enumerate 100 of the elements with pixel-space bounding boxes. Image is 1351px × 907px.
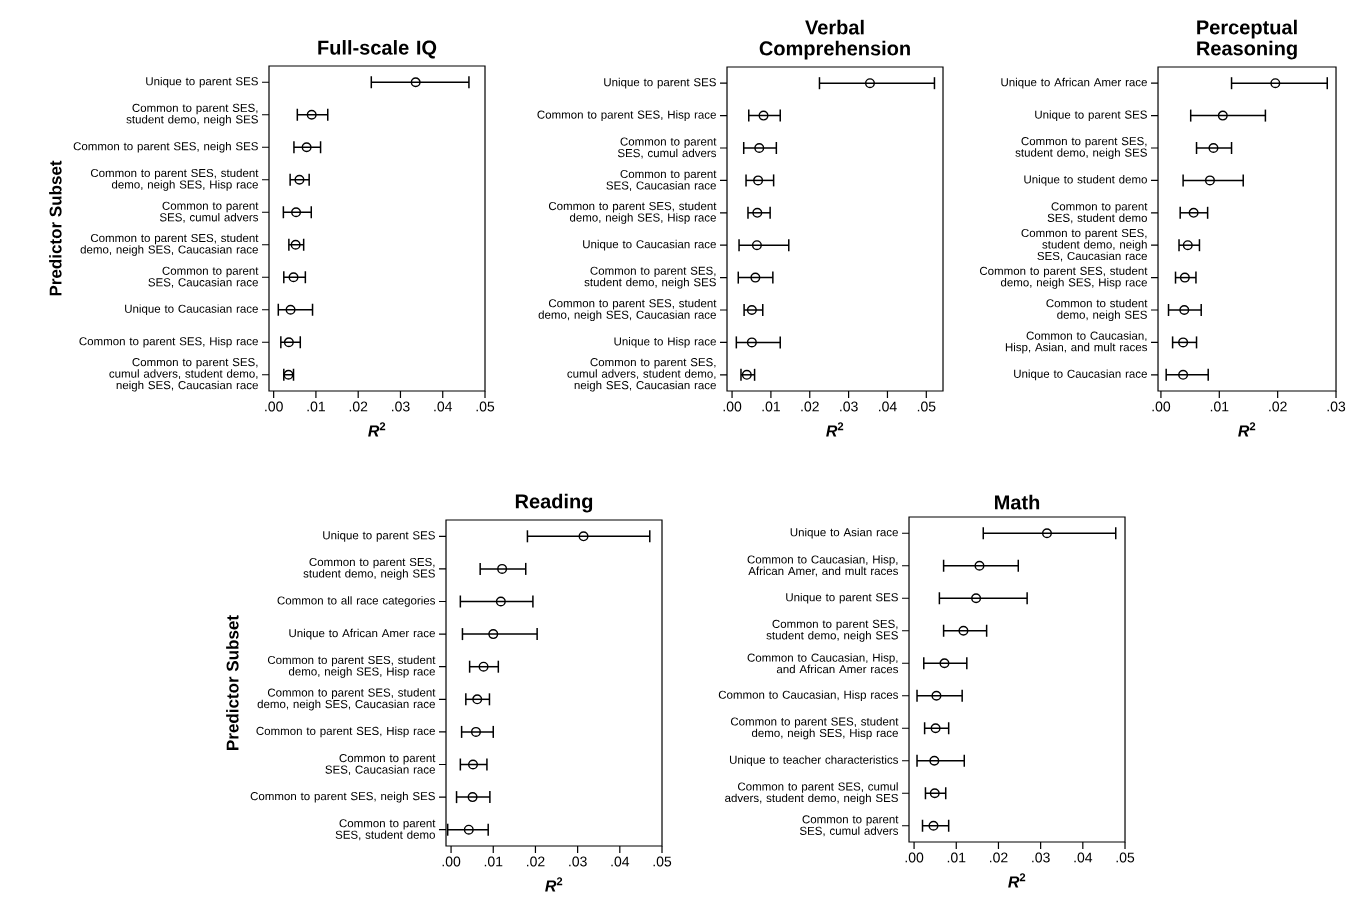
point bbox=[1188, 207, 1199, 218]
point bbox=[928, 820, 939, 831]
point bbox=[1270, 78, 1281, 89]
x-tick-label: .05 bbox=[917, 401, 936, 412]
y-tick-label: Common to parent SES, cumul advers bbox=[159, 201, 259, 223]
x-tick-label: .04 bbox=[434, 401, 453, 412]
chart-title: Reading bbox=[515, 493, 593, 513]
point bbox=[754, 143, 765, 153]
x-tick-label: .05 bbox=[476, 401, 495, 412]
y-tick-label: Common to Caucasian, Hisp races bbox=[718, 690, 899, 702]
y-tick-label: Common to Caucasian, Hisp, African Amer, and mult races bbox=[747, 555, 899, 577]
y-tick-label: Common to parent SES, Hisp race bbox=[256, 726, 435, 738]
x-tick-label: .00 bbox=[1152, 401, 1171, 412]
x-tick-label: .02 bbox=[990, 852, 1008, 863]
y-tick-label: Common to parent SES, cumul advers, student demo, neigh SES, Caucasian race bbox=[567, 358, 716, 392]
point bbox=[1182, 240, 1193, 251]
x-tick-label: .05 bbox=[653, 856, 672, 867]
x-axis-title: R$^{2}$ bbox=[1008, 873, 1026, 888]
x-tick-label: .02 bbox=[1269, 401, 1287, 412]
y-tick-label: Common to parent SES, student demo, neigh SES bbox=[766, 619, 898, 642]
x-axis-title: R$^{2}$ bbox=[1238, 422, 1256, 437]
y-tick-label: Unique to African Amer race bbox=[289, 628, 435, 640]
x-tick-label: .02 bbox=[801, 401, 819, 412]
y-tick-label: Common to parent SES, neigh SES bbox=[250, 791, 435, 803]
point bbox=[746, 305, 757, 315]
x-tick-label: .00 bbox=[442, 856, 461, 867]
point bbox=[750, 272, 761, 283]
x-axis-title: R$^{2}$ bbox=[368, 422, 386, 437]
x-axis-title: R$^{2}$ bbox=[545, 877, 563, 892]
point bbox=[291, 207, 302, 218]
y-tick-label: Unique to parent SES bbox=[786, 592, 898, 604]
x-tick-label: .04 bbox=[611, 856, 630, 867]
point bbox=[753, 175, 764, 186]
x-tick-label: .01 bbox=[947, 852, 966, 863]
y-tick-label: Unique to Hisp race bbox=[614, 337, 716, 348]
y-tick-label: Common to parent SES, Hisp race bbox=[537, 110, 716, 121]
point bbox=[410, 77, 421, 88]
y-tick-label: Unique to parent SES bbox=[1035, 110, 1147, 121]
x-axis-title: R$^{2}$ bbox=[826, 422, 844, 437]
point bbox=[1179, 305, 1190, 315]
point bbox=[929, 755, 940, 766]
x-tick-label: .01 bbox=[307, 401, 325, 412]
x-tick-label: .00 bbox=[265, 401, 283, 412]
point bbox=[283, 337, 294, 348]
point bbox=[758, 110, 769, 121]
y-tick-label: Common to parent SES, student demo, neigh SES bbox=[126, 103, 258, 126]
point bbox=[958, 625, 969, 636]
y-tick-label: Common to student demo, neigh SES bbox=[1046, 298, 1148, 322]
y-tick-label: Common to parent SES, student demo, neigh SES bbox=[303, 557, 435, 580]
y-tick-label: Common to parent SES, student demo bbox=[335, 819, 436, 841]
chart-title: Perceptual Reasoning bbox=[1197, 19, 1297, 60]
point bbox=[1217, 110, 1228, 121]
chart-title: Math bbox=[995, 494, 1040, 510]
y-tick-label: Unique to parent SES bbox=[323, 530, 435, 542]
point bbox=[930, 723, 941, 734]
y-tick-label: Common to Caucasian, Hisp, and African Amer races bbox=[747, 653, 899, 674]
y-tick-label: Common to parent SES, student demo, neigh SES bbox=[584, 266, 716, 289]
y-tick-label: Unique to Caucasian race bbox=[1014, 369, 1147, 381]
point bbox=[1179, 272, 1190, 283]
y-tick-label: Common to parent SES, student demo, neigh SES, Caucasian race bbox=[80, 233, 259, 256]
point bbox=[468, 759, 478, 770]
point bbox=[746, 337, 757, 348]
point bbox=[929, 788, 940, 799]
x-tick-label: .02 bbox=[349, 401, 368, 412]
y-tick-label: Common to parent SES, student demo, neigh SES, Caucasian race bbox=[1021, 228, 1147, 262]
chart-title: Verbal Comprehension bbox=[759, 19, 910, 60]
y-tick-label: Common to parent SES, student demo, neigh SES, Hisp race bbox=[267, 655, 436, 678]
y-tick-label: Common to parent SES, student demo, neigh SES, Hisp race bbox=[548, 201, 717, 224]
y-tick-label: Common to parent SES, student demo, neigh SES, Hisp race bbox=[730, 717, 899, 740]
point bbox=[1204, 175, 1215, 186]
x-tick-label: .04 bbox=[879, 401, 897, 412]
point bbox=[463, 824, 474, 835]
x-tick-label: .03 bbox=[1327, 401, 1346, 412]
point bbox=[472, 694, 483, 705]
chart-title: Full-scale IQ bbox=[318, 40, 437, 59]
y-tick-label: Common to all race categories bbox=[277, 596, 436, 607]
y-axis-title: Predictor Subset bbox=[49, 160, 62, 296]
y-tick-label: Unique to parent SES bbox=[604, 77, 716, 89]
x-tick-label: .01 bbox=[1210, 401, 1229, 412]
x-tick-label: .00 bbox=[723, 401, 742, 412]
point bbox=[1208, 143, 1219, 153]
x-tick-label: .01 bbox=[484, 856, 503, 867]
x-tick-label: .03 bbox=[840, 401, 858, 412]
y-tick-label: Unique to Asian race bbox=[790, 527, 898, 539]
x-tick-label: .01 bbox=[762, 401, 780, 412]
y-tick-label: Unique to African Amer race bbox=[1001, 77, 1147, 89]
point bbox=[1178, 337, 1189, 348]
point bbox=[741, 369, 752, 380]
point bbox=[288, 272, 299, 283]
y-tick-label: Common to parent SES, student demo bbox=[1047, 202, 1148, 224]
y-tick-label: Common to parent SES, Hisp race bbox=[79, 336, 258, 348]
x-tick-label: .03 bbox=[392, 401, 410, 412]
x-tick-label: .02 bbox=[527, 856, 545, 867]
point bbox=[939, 658, 950, 669]
y-tick-label: Common to parent SES, Caucasian race bbox=[148, 266, 259, 288]
x-tick-label: .03 bbox=[569, 856, 587, 867]
point bbox=[306, 109, 317, 120]
y-tick-label: Common to Caucasian, Hisp, Asian, and mult races bbox=[1005, 331, 1148, 354]
point bbox=[931, 690, 942, 701]
y-tick-label: Unique to student demo bbox=[1024, 175, 1147, 186]
